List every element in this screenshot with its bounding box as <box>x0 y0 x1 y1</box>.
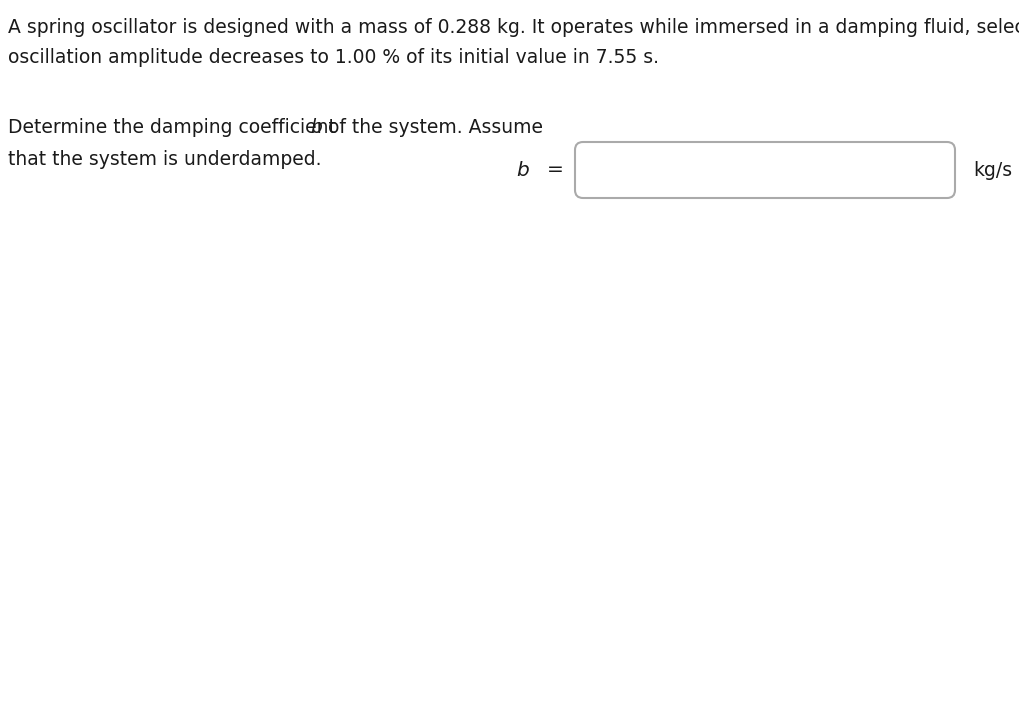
Text: Determine the damping coefficient: Determine the damping coefficient <box>8 118 341 137</box>
Text: b: b <box>310 118 322 137</box>
Text: oscillation amplitude decreases to 1.00 % of its initial value in 7.55 s.: oscillation amplitude decreases to 1.00 … <box>8 48 658 67</box>
Text: =: = <box>546 160 564 179</box>
Text: $b$: $b$ <box>516 160 530 179</box>
Text: that the system is underdamped.: that the system is underdamped. <box>8 150 321 169</box>
Text: A spring oscillator is designed with a mass of 0.288 kg. It operates while immer: A spring oscillator is designed with a m… <box>8 18 1019 37</box>
FancyBboxPatch shape <box>575 142 954 198</box>
Text: kg/s: kg/s <box>972 160 1011 179</box>
Text: of the system. Assume: of the system. Assume <box>322 118 542 137</box>
